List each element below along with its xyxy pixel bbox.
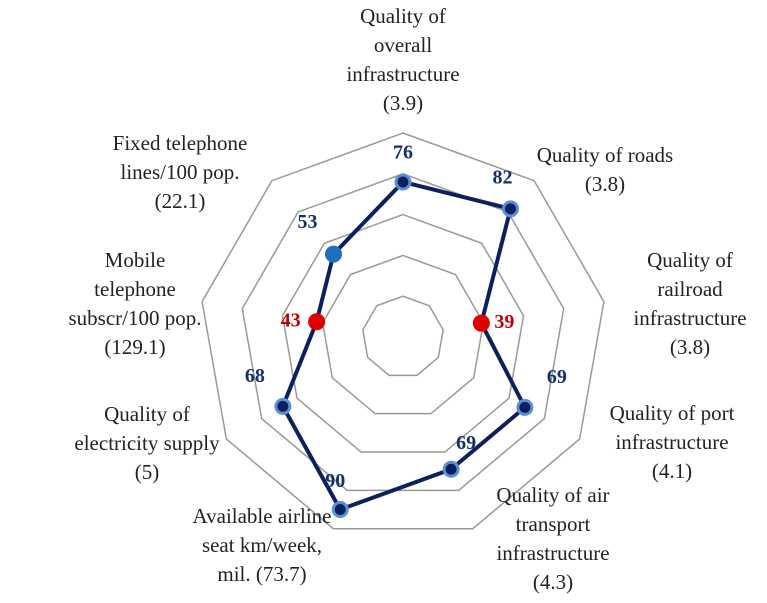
grid-ring xyxy=(241,173,565,492)
axis-label-line: overall xyxy=(374,33,432,57)
grid-ring xyxy=(362,295,444,377)
axis-label: Quality of overall infrastructure (3.9) xyxy=(346,4,459,115)
data-point xyxy=(274,397,292,415)
axis-label-line: infrastructure xyxy=(615,430,728,454)
axis-label-line: Quality of air xyxy=(496,483,609,507)
axis-label-line: Available airline xyxy=(193,504,332,528)
axis-label-line: (4.1) xyxy=(652,459,692,483)
axis-label: Fixed telephone lines/100 pop. (22.1) xyxy=(113,131,248,213)
axis-label-line: Mobile xyxy=(105,248,166,272)
value-label: 69 xyxy=(547,366,567,388)
axis-label-line: Quality of xyxy=(104,402,190,426)
axis-label-line: Quality of xyxy=(360,4,446,28)
data-point xyxy=(325,245,343,263)
data-point xyxy=(442,460,460,478)
axis-label-line: (3.8) xyxy=(585,172,625,196)
data-point xyxy=(308,313,326,331)
value-label: 68 xyxy=(245,365,265,387)
axis-label-line: telephone xyxy=(94,277,176,301)
data-point xyxy=(472,314,490,332)
value-label: 39 xyxy=(494,311,514,333)
axis-label: Available airline seat km/week, mil. (73.7… xyxy=(193,504,332,586)
grid-ring xyxy=(201,132,605,530)
axis-label-line: infrastructure xyxy=(346,62,459,86)
axis-label-line: infrastructure xyxy=(496,541,609,565)
axis-label-line: (5) xyxy=(135,460,160,484)
value-label: 53 xyxy=(298,211,318,233)
axis-label-line: (3.8) xyxy=(670,335,710,359)
grid-ring xyxy=(321,254,485,415)
axis-label: Quality of roads (3.8) xyxy=(537,143,673,196)
value-label: 76 xyxy=(393,142,413,164)
axis-label-line: railroad xyxy=(657,277,723,301)
axis-label: Quality of electricity supply (5) xyxy=(74,402,220,484)
axis-label: Mobile telephone subscr/100 pop. (129.1) xyxy=(69,248,202,359)
axis-label-line: transport xyxy=(516,512,591,536)
axis-label: Quality of railroad infrastructure (3.8) xyxy=(633,248,746,359)
value-label: 82 xyxy=(493,166,513,188)
axis-label-line: Fixed telephone xyxy=(113,131,248,155)
data-point xyxy=(331,501,349,519)
axis-label: Quality of port infrastructure (4.1) xyxy=(610,401,735,483)
data-point xyxy=(516,398,534,416)
axis-label-line: subscr/100 pop. xyxy=(69,306,202,330)
axis-label-line: (22.1) xyxy=(155,189,206,213)
axis-label-line: infrastructure xyxy=(633,306,746,330)
axis-label-line: (4.3) xyxy=(533,570,573,594)
axis-label-line: Quality of port xyxy=(610,401,735,425)
axis-label-line: Quality of xyxy=(647,248,733,272)
data-point xyxy=(394,173,412,191)
value-label: 43 xyxy=(281,309,301,331)
axis-label-line: (3.9) xyxy=(383,91,423,115)
axis-label: Quality of air transport infrastructure (4.… xyxy=(496,483,609,594)
grid-ring xyxy=(281,213,525,453)
axis-label-line: (129.1) xyxy=(104,335,165,359)
value-label: 90 xyxy=(325,470,345,492)
axis-label-line: seat km/week, xyxy=(202,533,322,557)
axis-label-line: lines/100 pop. xyxy=(121,160,240,184)
value-label: 69 xyxy=(456,432,476,454)
data-point xyxy=(502,200,520,218)
axis-label-line: mil. (73.7) xyxy=(217,562,306,586)
axis-label-line: Quality of roads xyxy=(537,143,673,167)
series-line xyxy=(280,179,527,512)
axis-label-line: electricity supply xyxy=(74,431,220,455)
